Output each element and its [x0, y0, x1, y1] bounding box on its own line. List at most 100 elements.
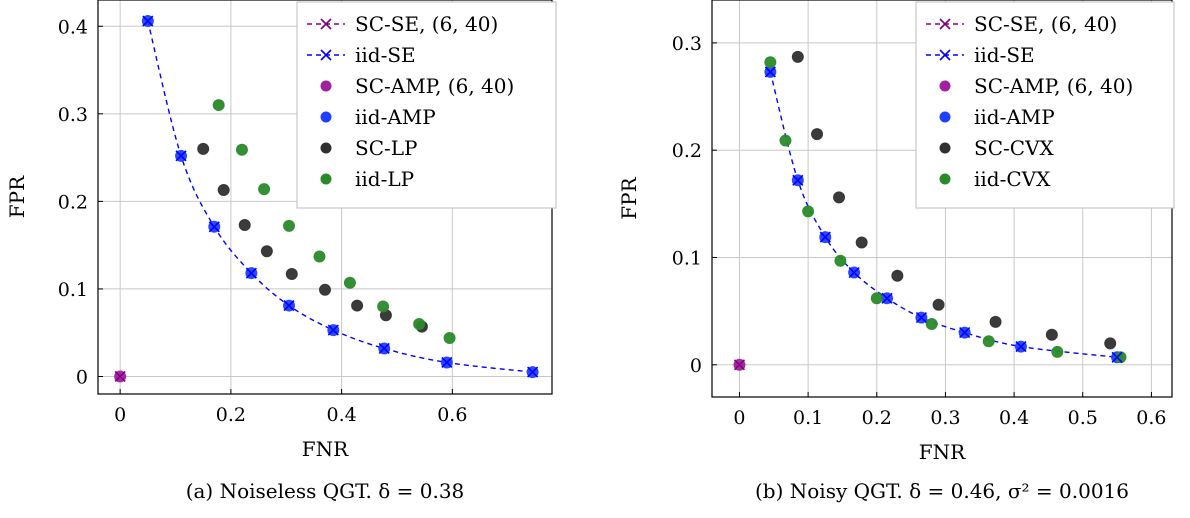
chart-a-legend-label: SC-AMP, (6, 40) — [355, 74, 514, 98]
chart-b-x-marker — [959, 327, 971, 339]
chart-b-point — [855, 236, 868, 249]
chart-a-legend-item: SC-AMP, (6, 40) — [320, 74, 514, 98]
chart-b-point — [870, 292, 883, 305]
chart-b-point — [833, 191, 846, 204]
chart-a-ytick-label: 0.3 — [58, 104, 88, 126]
chart-b-x-marker — [1111, 351, 1123, 363]
chart-a-xlabel: FNR — [302, 437, 349, 461]
chart-b-plot-area — [733, 50, 1127, 371]
chart-b-xtick-label: 0 — [733, 407, 745, 429]
chart-b-x-marker — [915, 312, 927, 324]
chart-b-point — [989, 315, 1002, 328]
chart-a-point — [313, 250, 326, 263]
chart-a-point — [351, 299, 364, 312]
chart-b-legend-marker — [939, 80, 951, 92]
chart-a-legend-marker — [320, 111, 332, 123]
chart-a-point — [212, 99, 225, 112]
chart-b-x-marker — [792, 174, 804, 186]
chart-a-point — [258, 183, 271, 196]
chart-b-legend-item: iid-AMP — [939, 105, 1055, 129]
chart-b-x-marker — [819, 231, 831, 243]
chart-b: 0 0.1 0.2 0.3 0.4 0.5 0.6 0 0.1 0.2 0.3 FNR FPR SC-SE… — [617, 0, 1175, 503]
chart-b-legend-marker — [939, 49, 951, 61]
chart-b-point — [791, 50, 804, 63]
chart-b-legend-label: iid-AMP — [974, 105, 1055, 129]
chart-b-point — [1104, 337, 1117, 350]
chart-a-point — [238, 219, 251, 232]
chart-b-legend-item: iid-CVX — [939, 167, 1051, 191]
chart-b-legend-marker — [939, 111, 951, 123]
chart-b-xtick-label: 0.6 — [1136, 407, 1166, 429]
chart-b-point — [779, 134, 792, 147]
chart-a-legend-item: iid-SE — [307, 43, 416, 67]
chart-b-ylabel: FPR — [617, 176, 641, 219]
chart-a-legend-item: SC-SE, (6, 40) — [307, 12, 498, 36]
chart-a-legend-marker — [320, 80, 332, 92]
chart-a-caption: (a) Noiseless QGT. δ = 0.38 — [186, 479, 465, 503]
chart-a-point — [235, 143, 248, 156]
chart-a-x-marker — [142, 15, 154, 27]
chart-b-xlabel: FNR — [919, 440, 966, 464]
chart-a-point — [377, 300, 390, 313]
chart-b-xtick-label: 0.2 — [862, 407, 892, 429]
chart-a-x-marker — [208, 221, 220, 233]
chart-b-caption: (b) Noisy QGT. δ = 0.46, σ² = 0.0016 — [755, 479, 1129, 503]
chart-a-legend: SC-SE, (6, 40) iid-SE SC-AMP, (6, 40) iid-A… — [296, 1, 557, 209]
chart-b-legend-marker — [939, 142, 951, 154]
chart-a-legend-item: iid-LP — [320, 167, 414, 191]
chart-b-legend-label: SC-CVX — [974, 136, 1055, 160]
chart-a-legend-marker — [320, 49, 332, 61]
chart-b-legend-label: iid-CVX — [974, 167, 1051, 191]
chart-b-point — [1045, 328, 1058, 341]
chart-b-legend-item: iid-SE — [926, 43, 1035, 67]
chart-a-legend-label: SC-LP — [355, 136, 418, 160]
chart-b-point — [1051, 345, 1064, 358]
chart-b-legend-label: SC-SE, (6, 40) — [974, 12, 1117, 36]
chart-a-point — [343, 276, 356, 289]
chart-a-ytick-label: 0.1 — [58, 279, 88, 301]
chart-b-point — [811, 128, 824, 141]
chart-a-legend-item: iid-AMP — [320, 105, 436, 129]
chart-b-xtick-label: 0.4 — [999, 407, 1029, 429]
chart-b-x-marker — [848, 266, 860, 279]
chart-b-legend-item: SC-SE, (6, 40) — [926, 12, 1117, 36]
chart-b-legend-label: SC-AMP, (6, 40) — [974, 74, 1133, 98]
chart-a-xtick-label: 0.2 — [216, 404, 246, 426]
chart-b-point — [764, 56, 777, 69]
chart-a-point — [443, 331, 456, 344]
chart-a-ytick-label: 0.4 — [58, 16, 88, 38]
chart-a-point — [413, 317, 426, 330]
chart-b-point — [1114, 351, 1127, 364]
chart-a-x-marker — [245, 267, 257, 279]
chart-b-legend-marker — [939, 173, 951, 185]
chart-a-legend-marker — [320, 18, 332, 30]
chart-a-xtick-label: 0.4 — [327, 404, 357, 426]
chart-a-point — [260, 245, 273, 258]
chart-a-ytick-label: 0 — [76, 366, 88, 388]
chart-b-point — [932, 298, 945, 311]
chart-b-xtick-label: 0.5 — [1068, 407, 1098, 429]
chart-b-x-marker — [1015, 341, 1027, 353]
chart-b-xtick-label: 0.3 — [930, 407, 960, 429]
chart-a-legend-item: SC-LP — [320, 136, 418, 160]
chart-a-point — [197, 142, 210, 155]
chart-b-legend-marker — [939, 18, 951, 30]
chart-b-ytick-label: 0 — [690, 355, 702, 377]
chart-a-legend-label: SC-SE, (6, 40) — [355, 12, 498, 36]
chart-a-x-marker — [378, 342, 390, 355]
chart-a-xtick-label: 0 — [114, 404, 126, 426]
chart-b-point — [802, 205, 815, 218]
chart-a-x-marker — [114, 370, 126, 383]
chart-b-legend-item: SC-CVX — [939, 136, 1055, 160]
chart-a-ylabel: FPR — [5, 175, 29, 218]
chart-a-legend-label: iid-SE — [355, 43, 416, 67]
chart-a-point — [217, 183, 230, 196]
chart-a-x-marker — [175, 150, 187, 162]
chart-a-legend-marker — [320, 173, 332, 185]
chart-b-xtick-label: 0.1 — [793, 407, 823, 429]
chart-b-point — [982, 335, 995, 348]
chart-a-point — [319, 283, 331, 296]
chart-a-point — [285, 268, 298, 281]
chart-b-ytick-label: 0.2 — [672, 140, 702, 162]
